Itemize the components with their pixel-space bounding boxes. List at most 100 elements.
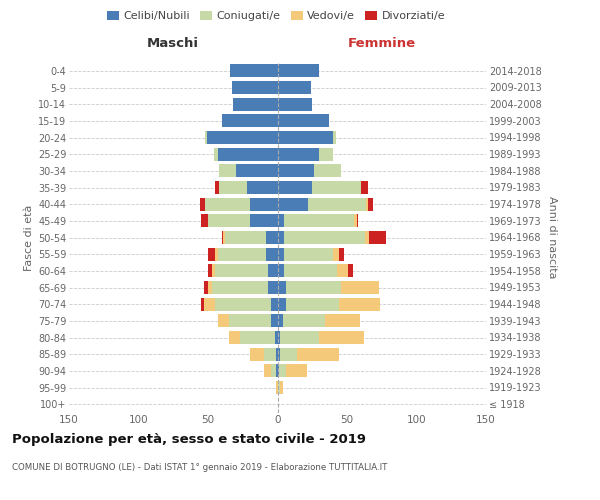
Bar	[263, 348, 276, 360]
Bar	[263, 364, 271, 378]
Bar	[284, 231, 365, 244]
Bar	[204, 298, 215, 310]
Bar	[250, 214, 277, 228]
Bar	[277, 314, 283, 328]
Bar	[277, 181, 312, 194]
Bar	[361, 181, 368, 194]
Bar	[229, 314, 271, 328]
Bar	[205, 131, 206, 144]
Bar	[337, 264, 349, 278]
Bar	[277, 231, 284, 244]
Bar	[277, 164, 314, 177]
Bar	[206, 131, 277, 144]
Bar	[280, 331, 319, 344]
Bar	[283, 314, 325, 328]
Bar	[277, 81, 311, 94]
Bar	[208, 248, 215, 260]
Bar	[277, 298, 286, 310]
Bar	[277, 248, 284, 260]
Bar	[365, 231, 369, 244]
Bar	[341, 281, 379, 294]
Bar	[277, 381, 280, 394]
Y-axis label: Fasce di età: Fasce di età	[23, 204, 34, 270]
Bar	[308, 198, 367, 210]
Text: Popolazione per età, sesso e stato civile - 2019: Popolazione per età, sesso e stato civil…	[12, 432, 366, 446]
Bar	[233, 98, 277, 110]
Bar	[297, 348, 338, 360]
Bar	[319, 148, 333, 160]
Bar	[314, 164, 341, 177]
Bar	[201, 298, 204, 310]
Bar	[277, 114, 329, 128]
Bar	[277, 98, 312, 110]
Bar	[250, 198, 277, 210]
Bar	[215, 264, 268, 278]
Bar	[333, 131, 336, 144]
Bar	[205, 198, 250, 210]
Bar	[277, 364, 279, 378]
Bar	[224, 231, 266, 244]
Y-axis label: Anni di nascita: Anni di nascita	[547, 196, 557, 278]
Bar	[286, 298, 338, 310]
Bar	[208, 281, 212, 294]
Bar	[275, 331, 277, 344]
Bar	[266, 248, 277, 260]
Bar	[279, 364, 286, 378]
Bar	[208, 264, 212, 278]
Bar	[222, 114, 277, 128]
Bar	[268, 281, 277, 294]
Bar	[284, 214, 354, 228]
Bar	[338, 248, 344, 260]
Text: Femmine: Femmine	[347, 37, 416, 50]
Bar	[218, 148, 277, 160]
Bar	[204, 281, 208, 294]
Bar	[357, 214, 358, 228]
Bar	[333, 248, 338, 260]
Bar	[215, 248, 218, 260]
Bar	[271, 364, 276, 378]
Bar	[215, 298, 271, 310]
Bar	[280, 381, 283, 394]
Bar	[368, 198, 373, 210]
Bar	[229, 331, 240, 344]
Bar	[284, 264, 337, 278]
Bar	[312, 181, 361, 194]
Bar	[236, 164, 277, 177]
Bar	[201, 214, 208, 228]
Bar	[218, 314, 229, 328]
Bar	[215, 181, 219, 194]
Bar	[277, 331, 280, 344]
Bar	[276, 348, 277, 360]
Bar	[271, 298, 277, 310]
Bar	[212, 264, 215, 278]
Bar	[277, 131, 333, 144]
Bar	[277, 214, 284, 228]
Bar	[325, 314, 359, 328]
Bar	[247, 181, 277, 194]
Bar	[219, 164, 236, 177]
Bar	[286, 281, 341, 294]
Bar	[319, 331, 364, 344]
Bar	[338, 298, 380, 310]
Text: Maschi: Maschi	[147, 37, 199, 50]
Bar	[200, 198, 205, 210]
Bar	[349, 264, 353, 278]
Bar	[280, 348, 297, 360]
Bar	[369, 231, 386, 244]
Bar	[277, 148, 319, 160]
Bar	[277, 348, 280, 360]
Bar	[212, 281, 268, 294]
Bar	[218, 248, 266, 260]
Bar	[354, 214, 357, 228]
Legend: Celibi/Nubili, Coniugati/e, Vedovi/e, Divorziati/e: Celibi/Nubili, Coniugati/e, Vedovi/e, Di…	[102, 6, 450, 26]
Text: COMUNE DI BOTRUGNO (LE) - Dati ISTAT 1° gennaio 2019 - Elaborazione TUTTITALIA.I: COMUNE DI BOTRUGNO (LE) - Dati ISTAT 1° …	[12, 462, 388, 471]
Bar	[277, 281, 286, 294]
Bar	[214, 148, 218, 160]
Bar	[208, 214, 250, 228]
Bar	[276, 381, 277, 394]
Bar	[230, 64, 277, 78]
Bar	[232, 81, 277, 94]
Bar	[271, 314, 277, 328]
Bar	[268, 264, 277, 278]
Bar	[367, 198, 368, 210]
